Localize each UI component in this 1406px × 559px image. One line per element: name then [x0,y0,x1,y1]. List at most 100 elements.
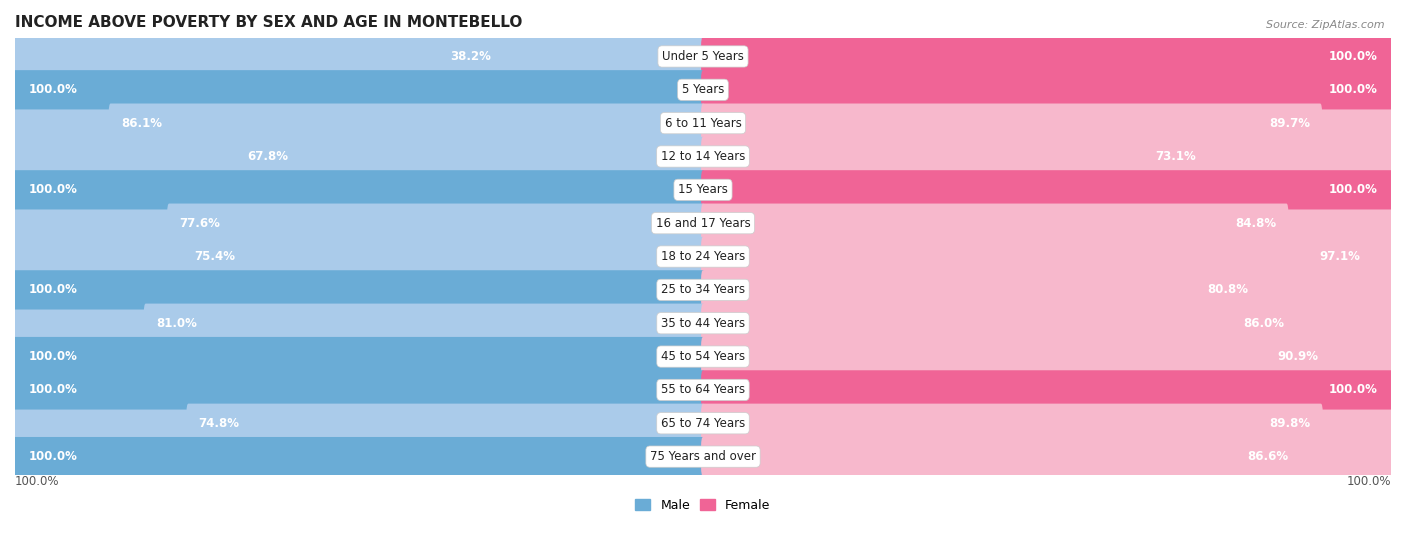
Text: 55 to 64 Years: 55 to 64 Years [661,383,745,396]
Text: 16 and 17 Years: 16 and 17 Years [655,217,751,230]
FancyBboxPatch shape [702,203,1288,243]
Legend: Male, Female: Male, Female [630,494,776,517]
FancyBboxPatch shape [702,237,1393,276]
FancyBboxPatch shape [702,103,1393,143]
FancyBboxPatch shape [13,437,704,476]
FancyBboxPatch shape [702,103,1322,143]
FancyBboxPatch shape [15,145,1391,168]
Text: 100.0%: 100.0% [28,350,77,363]
FancyBboxPatch shape [702,137,1208,176]
FancyBboxPatch shape [13,137,704,176]
FancyBboxPatch shape [702,37,1393,76]
FancyBboxPatch shape [13,304,704,343]
FancyBboxPatch shape [15,211,1391,235]
FancyBboxPatch shape [702,270,1261,310]
FancyBboxPatch shape [702,304,1296,343]
FancyBboxPatch shape [13,237,704,276]
FancyBboxPatch shape [15,278,1391,301]
FancyBboxPatch shape [13,370,704,410]
Text: 100.0%: 100.0% [1329,83,1378,96]
Text: 75.4%: 75.4% [194,250,236,263]
Text: 77.6%: 77.6% [180,217,221,230]
FancyBboxPatch shape [15,245,1391,268]
Text: 74.8%: 74.8% [198,417,239,430]
FancyBboxPatch shape [702,270,1393,310]
Text: 86.6%: 86.6% [1247,450,1288,463]
FancyBboxPatch shape [15,378,1391,401]
FancyBboxPatch shape [702,304,1393,343]
Text: 100.0%: 100.0% [28,283,77,296]
Text: 12 to 14 Years: 12 to 14 Years [661,150,745,163]
FancyBboxPatch shape [15,311,1391,335]
Text: 18 to 24 Years: 18 to 24 Years [661,250,745,263]
Text: 89.7%: 89.7% [1268,117,1310,130]
FancyBboxPatch shape [702,70,1393,110]
FancyBboxPatch shape [235,137,704,176]
FancyBboxPatch shape [702,437,1301,476]
FancyBboxPatch shape [13,70,704,110]
Text: 25 to 34 Years: 25 to 34 Years [661,283,745,296]
FancyBboxPatch shape [702,203,1393,243]
Text: 65 to 74 Years: 65 to 74 Years [661,417,745,430]
FancyBboxPatch shape [13,103,704,143]
Text: 100.0%: 100.0% [28,183,77,196]
FancyBboxPatch shape [702,237,1374,276]
Text: 100.0%: 100.0% [1329,183,1378,196]
Text: 73.1%: 73.1% [1154,150,1195,163]
FancyBboxPatch shape [439,37,704,76]
FancyBboxPatch shape [13,270,704,310]
FancyBboxPatch shape [13,370,704,410]
Text: 100.0%: 100.0% [28,450,77,463]
FancyBboxPatch shape [13,337,704,376]
Text: INCOME ABOVE POVERTY BY SEX AND AGE IN MONTEBELLO: INCOME ABOVE POVERTY BY SEX AND AGE IN M… [15,15,523,30]
Text: 86.1%: 86.1% [121,117,162,130]
Text: 90.9%: 90.9% [1277,350,1317,363]
Text: 38.2%: 38.2% [450,50,491,63]
FancyBboxPatch shape [13,203,704,243]
FancyBboxPatch shape [15,345,1391,368]
FancyBboxPatch shape [15,445,1391,468]
Text: 100.0%: 100.0% [1329,383,1378,396]
FancyBboxPatch shape [13,404,704,443]
Text: 84.8%: 84.8% [1234,217,1277,230]
Text: 89.8%: 89.8% [1270,417,1310,430]
FancyBboxPatch shape [702,37,1393,76]
FancyBboxPatch shape [702,70,1393,110]
FancyBboxPatch shape [702,170,1393,210]
FancyBboxPatch shape [108,103,704,143]
Text: 5 Years: 5 Years [682,83,724,96]
FancyBboxPatch shape [15,411,1391,435]
FancyBboxPatch shape [702,404,1393,443]
Text: 100.0%: 100.0% [28,83,77,96]
FancyBboxPatch shape [13,437,704,476]
Text: 100.0%: 100.0% [15,475,59,487]
FancyBboxPatch shape [702,437,1393,476]
FancyBboxPatch shape [13,70,704,110]
Text: Source: ZipAtlas.com: Source: ZipAtlas.com [1267,20,1385,30]
FancyBboxPatch shape [15,78,1391,102]
FancyBboxPatch shape [702,137,1393,176]
FancyBboxPatch shape [13,170,704,210]
Text: 35 to 44 Years: 35 to 44 Years [661,317,745,330]
Text: 6 to 11 Years: 6 to 11 Years [665,117,741,130]
Text: 100.0%: 100.0% [28,383,77,396]
FancyBboxPatch shape [702,170,1393,210]
FancyBboxPatch shape [15,45,1391,68]
FancyBboxPatch shape [187,404,704,443]
Text: 67.8%: 67.8% [247,150,288,163]
FancyBboxPatch shape [702,337,1330,376]
Text: 100.0%: 100.0% [1347,475,1391,487]
FancyBboxPatch shape [702,404,1323,443]
FancyBboxPatch shape [13,337,704,376]
FancyBboxPatch shape [13,170,704,210]
Text: 86.0%: 86.0% [1243,317,1284,330]
FancyBboxPatch shape [702,337,1393,376]
Text: 45 to 54 Years: 45 to 54 Years [661,350,745,363]
Text: 81.0%: 81.0% [156,317,197,330]
FancyBboxPatch shape [702,370,1393,410]
FancyBboxPatch shape [183,237,704,276]
FancyBboxPatch shape [167,203,704,243]
FancyBboxPatch shape [13,270,704,310]
FancyBboxPatch shape [15,111,1391,135]
Text: 100.0%: 100.0% [1329,50,1378,63]
